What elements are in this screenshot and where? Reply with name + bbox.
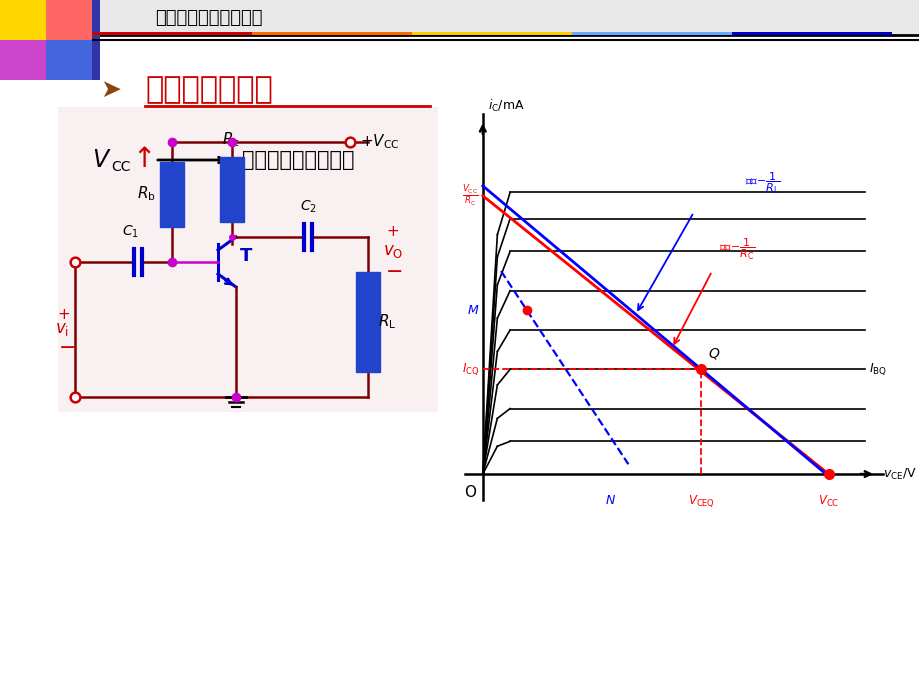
Bar [732, 32, 891, 35]
Bar [46, 0, 92, 40]
Text: $v_{\rm CE}$/V: $v_{\rm CE}$/V [882, 466, 916, 482]
Text: $C_1$: $C_1$ [121, 224, 139, 240]
Bar [356, 272, 380, 372]
Bar [0, 40, 46, 80]
Bar [0, 0, 919, 35]
Bar [92, 32, 252, 35]
Text: T: T [240, 247, 252, 265]
Text: 电源电压的改变: 电源电压的改变 [145, 75, 272, 104]
Text: Q点右上移: Q点右上移 [586, 150, 652, 170]
Text: $R_{\rm b}$: $R_{\rm b}$ [137, 185, 155, 204]
Text: −: − [386, 262, 403, 282]
Text: $V_{\rm CEQ}$: $V_{\rm CEQ}$ [686, 494, 714, 509]
Text: $i_{\rm C}$/mA: $i_{\rm C}$/mA [488, 98, 525, 114]
Text: 斜率$-\dfrac{1}{R_{\rm C}}$: 斜率$-\dfrac{1}{R_{\rm C}}$ [719, 237, 754, 262]
Text: ↑: ↑ [131, 145, 155, 173]
Text: −: − [59, 337, 76, 357]
Text: $+V_{\rm CC}$: $+V_{\rm CC}$ [359, 132, 399, 151]
Text: $v_{\rm i}$: $v_{\rm i}$ [55, 320, 69, 339]
Bar [412, 32, 572, 35]
Text: $R_{\rm c}$: $R_{\rm c}$ [221, 130, 240, 149]
Text: $I_{\rm CQ}$: $I_{\rm CQ}$ [461, 362, 479, 377]
Bar [572, 32, 732, 35]
Text: $R_{\rm L}$: $R_{\rm L}$ [378, 313, 396, 331]
Text: +: + [57, 307, 70, 322]
Text: $C_2$: $C_2$ [300, 199, 316, 215]
Text: $Q$: $Q$ [708, 346, 720, 362]
Text: +: + [386, 224, 398, 239]
Text: $N$: $N$ [604, 494, 615, 506]
Text: 影响静态工作点的因素: 影响静态工作点的因素 [154, 9, 262, 27]
Text: 直流负载线向右平移: 直流负载线向右平移 [242, 150, 354, 170]
Text: $V$: $V$ [92, 148, 111, 172]
Text: CC: CC [111, 160, 130, 174]
Text: $V_{\rm CC}$: $V_{\rm CC}$ [817, 494, 838, 509]
Text: ➤: ➤ [100, 78, 121, 102]
Text: $v_{\rm O}$: $v_{\rm O}$ [382, 242, 403, 261]
Bar [46, 40, 92, 80]
Text: $I_{\rm BQ}$: $I_{\rm BQ}$ [868, 362, 886, 377]
Bar [252, 32, 412, 35]
Bar [160, 162, 184, 227]
Bar [0, 0, 46, 40]
Bar [58, 107, 437, 412]
Text: O: O [463, 484, 475, 500]
Bar [92, 0, 100, 80]
Text: $M$: $M$ [466, 304, 479, 317]
Text: 斜率$-\dfrac{1}{R_{\rm L}}$: 斜率$-\dfrac{1}{R_{\rm L}}$ [744, 171, 779, 196]
Text: $\frac{V_{\rm CC}}{R_{\rm C}}$: $\frac{V_{\rm CC}}{R_{\rm C}}$ [462, 184, 479, 208]
Bar [220, 157, 244, 222]
